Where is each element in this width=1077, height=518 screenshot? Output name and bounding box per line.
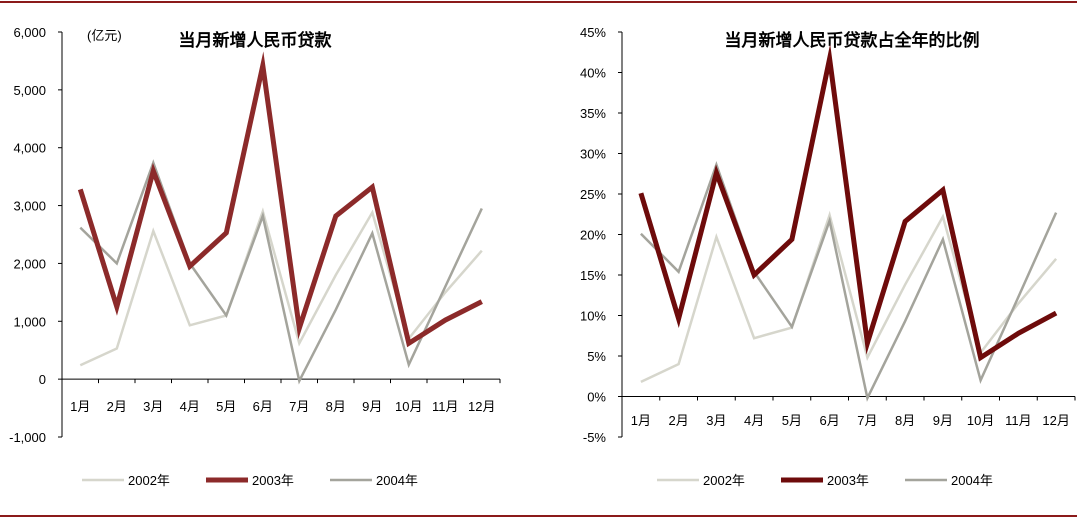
y-tick-label: 40%: [580, 66, 606, 81]
y-tick-label: 25%: [580, 187, 606, 202]
y-tick-label: -1,000: [9, 430, 46, 445]
y-tick-label: -5%: [583, 430, 607, 445]
x-tick-label: 9月: [362, 399, 382, 414]
series-line-2003年: [77, 51, 483, 348]
left-chart-loan-amount: -1,000 0 1,000 2,000 3,000 4,000 5,000 6,000 1月 2…: [9, 25, 501, 488]
x-tick-label: 7月: [289, 399, 309, 414]
legend-label-2003年: 2003年: [252, 473, 294, 488]
series-line-2004年: [640, 161, 1058, 402]
x-tick-label: 6月: [253, 399, 273, 414]
x-tick-label: 3月: [706, 413, 726, 428]
y-tick-label: 5,000: [13, 83, 46, 98]
x-tick-label: 12月: [1042, 413, 1069, 428]
right-chart-loan-share: -5% 0% 5% 10% 15% 20% 25% 30% 35% 40% 45% 1月 2月 3月 4月 5…: [580, 25, 1076, 488]
y-tick-label: 6,000: [13, 25, 46, 40]
legend-label-2002年: 2002年: [128, 473, 170, 488]
x-tick-label: 5月: [782, 413, 802, 428]
x-tick-label: 4月: [180, 399, 200, 414]
x-tick-label: 1月: [631, 413, 651, 428]
x-tick-label: 10月: [967, 413, 994, 428]
y-tick-label: 45%: [580, 25, 606, 40]
x-tick-label: 1月: [70, 399, 90, 414]
legend-label-2004年: 2004年: [376, 473, 418, 488]
x-tick-label: 2月: [107, 399, 127, 414]
y-tick-label: 15%: [580, 268, 606, 283]
x-tick-label: 8月: [326, 399, 346, 414]
y-tick-label: 5%: [587, 349, 606, 364]
legend-label-2004年: 2004年: [951, 473, 993, 488]
series-line-2002年: [640, 210, 1058, 384]
x-tick-label: 4月: [744, 413, 764, 428]
chart-title: 当月新增人民币贷款: [179, 30, 333, 50]
y-tick-label: 2,000: [13, 256, 46, 271]
bottom-rule: [0, 515, 1077, 517]
y-tick-label: 30%: [580, 147, 606, 162]
y-tick-label: 20%: [580, 228, 606, 243]
x-tick-label: 3月: [143, 399, 163, 414]
y-tick-label: 35%: [580, 106, 606, 121]
y-tick-label: 0: [39, 372, 46, 387]
legend-label-2003年: 2003年: [827, 473, 869, 488]
chart-title: 当月新增人民币贷款占全年的比例: [725, 30, 980, 50]
x-tick-label: 9月: [933, 413, 953, 428]
x-tick-label: 11月: [432, 399, 459, 414]
x-tick-label: 8月: [895, 413, 915, 428]
x-tick-label: 11月: [1005, 413, 1032, 428]
y-tick-label: 1,000: [13, 314, 46, 329]
x-tick-label: 10月: [395, 399, 422, 414]
series-line-2002年: [79, 207, 483, 367]
series-line-2004年: [79, 159, 483, 385]
x-tick-label: 5月: [216, 399, 236, 414]
x-tick-label: 7月: [857, 413, 877, 428]
x-tick-label: 12月: [468, 399, 495, 414]
legend-label-2002年: 2002年: [703, 473, 745, 488]
y-tick-label: 4,000: [13, 141, 46, 156]
series-line-2003年: [638, 43, 1058, 362]
unit-label: (亿元): [87, 28, 122, 43]
top-rule: [0, 1, 1077, 3]
y-tick-label: 3,000: [13, 199, 46, 214]
x-tick-label: 6月: [820, 413, 840, 428]
y-tick-label: 10%: [580, 309, 606, 324]
x-tick-label: 2月: [669, 413, 689, 428]
y-tick-label: 0%: [587, 390, 606, 405]
